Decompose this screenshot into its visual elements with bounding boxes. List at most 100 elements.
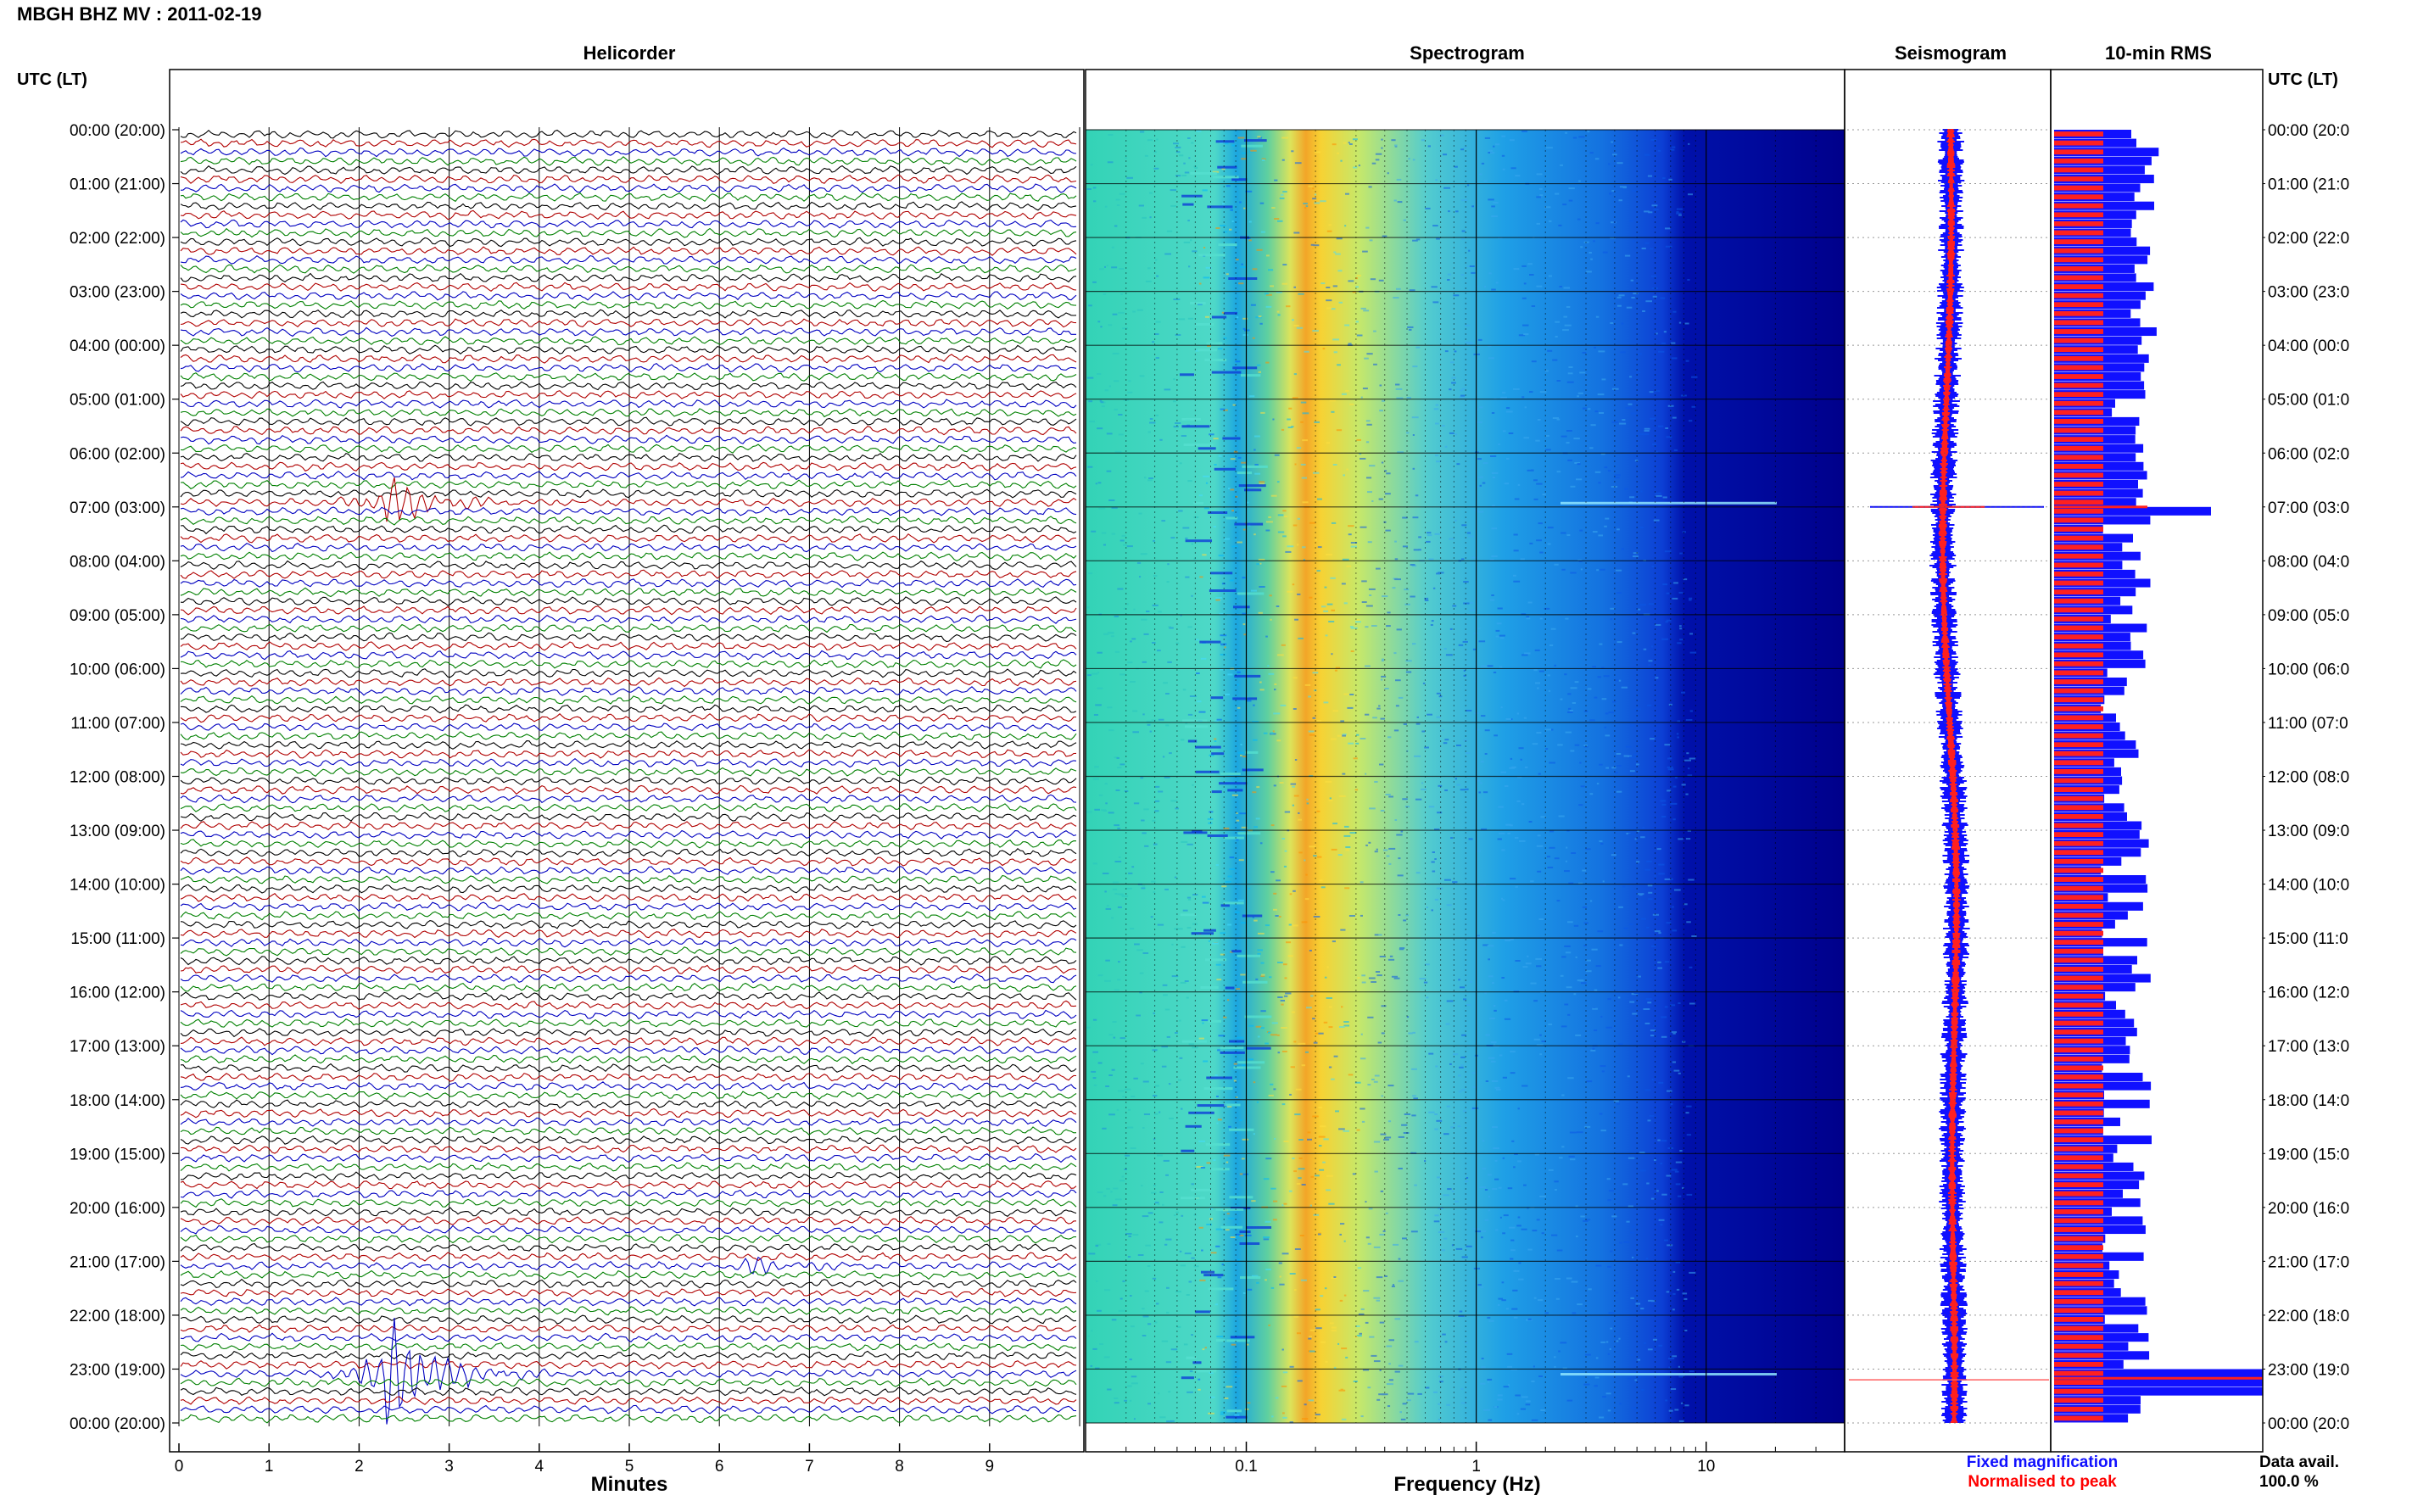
spectrogram-cell (1517, 483, 1521, 486)
spectrogram-cell (1352, 138, 1358, 141)
spectrogram-cell (1667, 789, 1671, 792)
helicorder-trace (180, 209, 1077, 220)
spectrogram-cell (1193, 1367, 1197, 1370)
spectrogram-cell (1165, 1174, 1169, 1176)
spectrogram-cell (1356, 734, 1360, 736)
spectrogram-cell (1364, 357, 1369, 360)
spectrogram-cell (1509, 1226, 1516, 1229)
spectrogram-cell (1310, 995, 1314, 997)
spectrogram-cell (1381, 138, 1383, 141)
spectrogram-cell (1650, 248, 1654, 250)
spectrogram-cell (1138, 512, 1142, 515)
spectrogram-cell (1337, 152, 1339, 154)
spectrogram-cell (1244, 329, 1250, 332)
spectrogram-cell (1324, 976, 1327, 979)
spectrogram-cell (1147, 1323, 1152, 1325)
spectrogram-cell (1399, 1411, 1402, 1414)
spectrogram-cell (1163, 994, 1168, 996)
spectrogram-cell (1276, 481, 1280, 483)
spectrogram-cell (1469, 601, 1474, 604)
rms-normalised-bar (2054, 1308, 2103, 1314)
spectrogram-cell (1371, 500, 1374, 502)
rms-normalised-bar (2054, 400, 2103, 406)
spectrogram-cell (1154, 1113, 1159, 1115)
spectrogram-cell (1681, 784, 1686, 786)
time-label-right: 07:00 (03:0 (2268, 499, 2349, 517)
helicorder-trace (180, 847, 1077, 858)
spectrogram-cell (1299, 1235, 1304, 1236)
rms-normalised-bar (2054, 1182, 2103, 1188)
rms-normalised-bar (2054, 1298, 2103, 1304)
spectrogram-streak (1226, 1339, 1250, 1342)
spectrogram-cell (1621, 686, 1628, 689)
spectrogram-cell (1331, 410, 1335, 413)
spectrogram-cell (1119, 1180, 1125, 1182)
spectrogram-cell (1396, 628, 1402, 631)
spectrogram-cell (1376, 1398, 1381, 1401)
spectrogram-cell (1667, 768, 1674, 771)
spectrogram-cell (1175, 334, 1181, 336)
spectrogram-cell (1635, 1409, 1639, 1412)
spectrogram-cell (1379, 1370, 1382, 1371)
spectrogram-streak (1206, 342, 1223, 345)
rms-normalised-bar (2054, 562, 2103, 568)
spectrogram-cell (1104, 783, 1108, 785)
rms-normalised-bar (2054, 239, 2103, 245)
helicorder-trace (180, 1396, 1077, 1405)
spectrogram-cell (1237, 683, 1240, 686)
spectrogram-cell (1206, 1224, 1212, 1225)
spectrogram-cell (1608, 711, 1615, 714)
spectrogram-cell (1131, 1382, 1138, 1385)
spectrogram-cell (1152, 642, 1156, 644)
spectrogram-cell (1505, 407, 1510, 410)
time-label-right: 08:00 (04:0 (2268, 553, 2349, 571)
spectrogram-cell (1223, 409, 1228, 411)
spectrogram-cell (1412, 434, 1415, 436)
spectrogram-cell (1654, 1159, 1656, 1161)
spectrogram-cell (1667, 1244, 1673, 1247)
spectrogram-cell (1600, 1130, 1606, 1132)
helicorder-trace (180, 174, 1077, 185)
spectrogram-cell (1236, 988, 1240, 990)
rms-normalised-bar (2054, 697, 2103, 703)
spectrogram-cell (1672, 146, 1676, 148)
spectrogram-cell (1455, 210, 1459, 213)
helicorder-trace (180, 723, 1077, 732)
spectrogram-cell (1685, 838, 1691, 840)
spectrogram-cell (1157, 923, 1164, 926)
time-label-left: 02:00 (22:00) (70, 230, 165, 248)
spectrogram-cell (1547, 349, 1553, 352)
spectrogram-cell (1613, 1100, 1619, 1102)
helicorder-trace (180, 129, 1077, 139)
spectrogram-cell (1421, 788, 1427, 790)
spectrogram-cell (1399, 948, 1404, 951)
spectrogram-cell (1396, 287, 1401, 290)
spectrogram-cell (1091, 1070, 1097, 1073)
spectrogram-cell (1454, 1200, 1459, 1202)
spectrogram-cell (1112, 888, 1118, 890)
spectrogram-cell (1594, 471, 1601, 473)
spectrogram-cell (1289, 1365, 1294, 1368)
spectrogram-cell (1446, 1105, 1450, 1107)
spectrogram-cell (1539, 1195, 1546, 1197)
rms-normalised-bar (2054, 1290, 2103, 1296)
spectrogram-cell (1552, 417, 1559, 419)
spectrogram-cell (1451, 1191, 1454, 1192)
spectrogram-cell (1514, 498, 1520, 500)
spectrogram-cell (1616, 765, 1622, 767)
spectrogram-cell (1294, 162, 1302, 165)
spectrogram-cell (1599, 1113, 1603, 1115)
spectrogram-cell (1242, 623, 1246, 626)
spectrogram-cell (1398, 914, 1401, 916)
spectrogram-cell (1273, 892, 1277, 895)
spectrogram-cell (1511, 1308, 1518, 1310)
spectrogram-cell (1586, 1080, 1593, 1083)
spectrogram-cell (1312, 187, 1315, 190)
spectrogram-cell (1666, 592, 1670, 594)
rms-normalised-bar (2054, 1002, 2103, 1008)
spectrogram-cell (1423, 981, 1428, 984)
rms-normalised-bar (2054, 464, 2103, 469)
spectrogram-cell (1215, 864, 1219, 867)
helicorder-trace (180, 1162, 1077, 1172)
spectrogram-streak (1204, 958, 1227, 962)
